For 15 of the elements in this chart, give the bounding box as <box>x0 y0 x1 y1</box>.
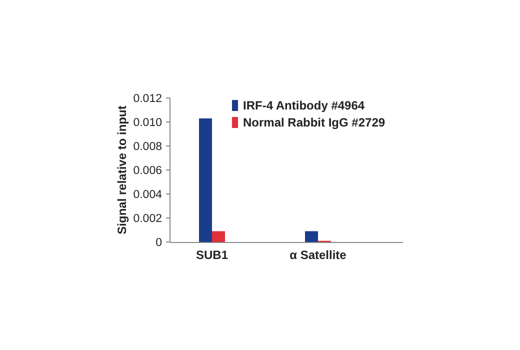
legend-label: Normal Rabbit IgG #2729 <box>243 116 386 130</box>
y-axis-title: Signal relative to input <box>115 106 129 234</box>
bar <box>305 231 318 242</box>
bar <box>212 231 225 242</box>
y-tick-label: 0.002 <box>133 213 162 226</box>
y-tick-label: 0 <box>156 237 162 250</box>
bar <box>199 118 212 242</box>
y-tick-label: 0.010 <box>133 117 162 130</box>
y-tick-label: 0.006 <box>133 165 162 178</box>
y-tick-label: 0.004 <box>133 189 163 202</box>
x-tick-label: SUB1 <box>196 248 228 262</box>
y-tick-label: 0.008 <box>133 141 162 154</box>
x-tick-label: α Satellite <box>290 248 347 262</box>
legend-label: IRF-4 Antibody #4964 <box>243 98 365 113</box>
y-tick-label: 0.012 <box>133 93 162 106</box>
